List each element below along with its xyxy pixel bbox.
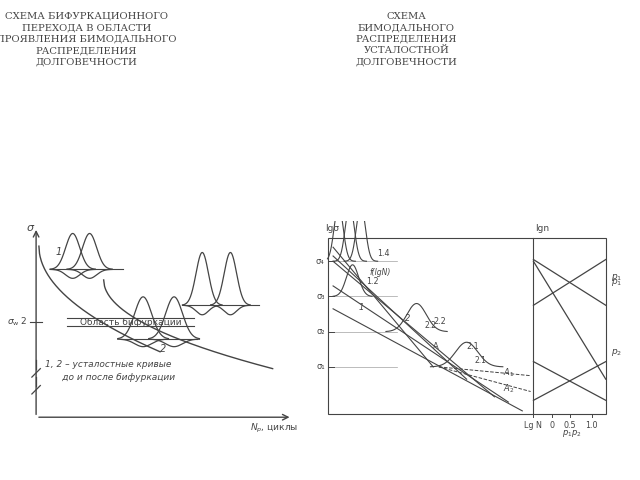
- Text: σ: σ: [27, 223, 34, 233]
- Text: 0.5: 0.5: [563, 421, 576, 431]
- Text: $p_1$: $p_1$: [611, 272, 623, 283]
- Text: Lg N: Lg N: [525, 421, 542, 431]
- Text: $A_1$: $A_1$: [503, 367, 514, 379]
- Text: $N_p$, циклы: $N_p$, циклы: [250, 421, 298, 434]
- Text: σ₄: σ₄: [316, 257, 324, 266]
- Text: σ₂: σ₂: [316, 327, 324, 336]
- Text: lgn: lgn: [535, 224, 549, 233]
- Text: 1: 1: [56, 247, 62, 257]
- Text: $\sigma_{\rm w}$ 2: $\sigma_{\rm w}$ 2: [7, 316, 28, 328]
- Text: 1.2: 1.2: [367, 277, 379, 286]
- Text: 2: 2: [160, 344, 166, 354]
- Text: σ₁: σ₁: [316, 362, 324, 372]
- Text: 2.2: 2.2: [433, 317, 446, 326]
- Bar: [328, 239, 606, 414]
- Text: 1.4: 1.4: [378, 249, 390, 258]
- Text: A: A: [433, 342, 439, 351]
- Text: 0: 0: [549, 421, 554, 431]
- Text: σ₃: σ₃: [316, 292, 324, 301]
- Text: $A_2$: $A_2$: [503, 383, 514, 395]
- Text: 1: 1: [358, 303, 364, 312]
- Text: 2.2: 2.2: [425, 321, 436, 330]
- Text: 2: 2: [405, 314, 411, 323]
- Text: СХЕМА
БИМОДАЛЬНОГО
РАСПРЕДЕЛЕНИЯ
УСТАЛОСТНОЙ
ДОЛГОВЕЧНОСТИ: СХЕМА БИМОДАЛЬНОГО РАСПРЕДЕЛЕНИЯ УСТАЛОС…: [356, 12, 457, 67]
- Text: СХЕМА БИФУРКАЦИОННОГО
ПЕРЕХОДА В ОБЛАСТИ
ПРОЯВЛЕНИЯ БИМОДАЛЬНОГО
РАСПРЕДЕЛЕНИЯ
Д: СХЕМА БИФУРКАЦИОННОГО ПЕРЕХОДА В ОБЛАСТИ…: [0, 12, 177, 67]
- Text: f(lgN): f(lgN): [369, 268, 390, 277]
- Text: 2.1: 2.1: [467, 342, 479, 351]
- Text: $p_1 p_2$: $p_1 p_2$: [562, 429, 582, 440]
- Text: Область бифуркации: Область бифуркации: [80, 318, 181, 327]
- Text: 1, 2 – усталостные кривые
      до и после бифуркации: 1, 2 – усталостные кривые до и после биф…: [45, 360, 175, 382]
- Text: 1.0: 1.0: [586, 421, 598, 431]
- Text: 2.1: 2.1: [475, 356, 487, 365]
- Text: lgσ: lgσ: [324, 224, 339, 233]
- Text: $p_1$: $p_1$: [611, 277, 623, 288]
- Text: $p_2$: $p_2$: [611, 348, 623, 358]
